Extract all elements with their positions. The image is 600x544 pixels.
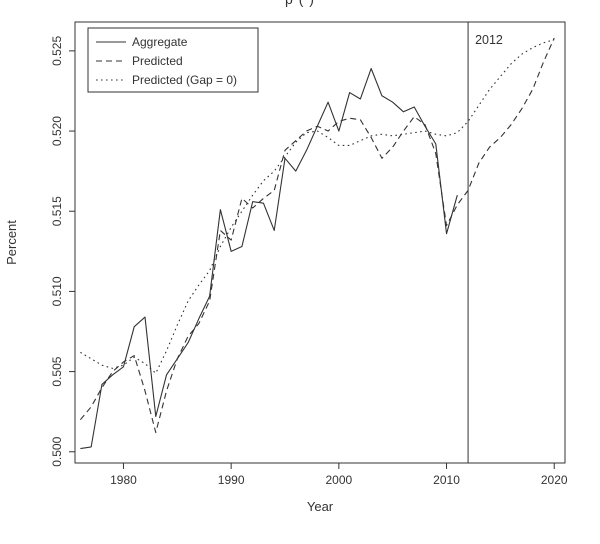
- y-tick-label: 0.500: [50, 436, 64, 466]
- x-tick-label: 1990: [218, 473, 245, 487]
- vline-label: 2012: [475, 33, 503, 47]
- y-tick-label: 0.515: [50, 196, 64, 226]
- x-tick-label: 2020: [541, 473, 568, 487]
- y-tick-label: 0.510: [50, 276, 64, 306]
- series-line-dashed: [79, 37, 555, 434]
- series-line-dotted: [80, 39, 555, 374]
- x-tick-label: 2000: [325, 473, 352, 487]
- y-tick-label: 0.505: [50, 356, 64, 386]
- x-axis-title: Year: [307, 499, 334, 514]
- legend-label: Aggregate: [132, 35, 188, 49]
- y-axis-title: Percent: [4, 220, 19, 265]
- y-tick-label: 0.525: [50, 36, 64, 66]
- legend-label: Predicted: [132, 54, 183, 68]
- legend-box: [87, 27, 259, 93]
- legend-label: Predicted (Gap = 0): [132, 73, 237, 87]
- x-tick-label: 2010: [433, 473, 460, 487]
- plot-box: [74, 21, 566, 464]
- y-tick-label: 0.520: [50, 116, 64, 146]
- x-tick-label: 1980: [110, 473, 137, 487]
- series-line-solid: [80, 67, 458, 450]
